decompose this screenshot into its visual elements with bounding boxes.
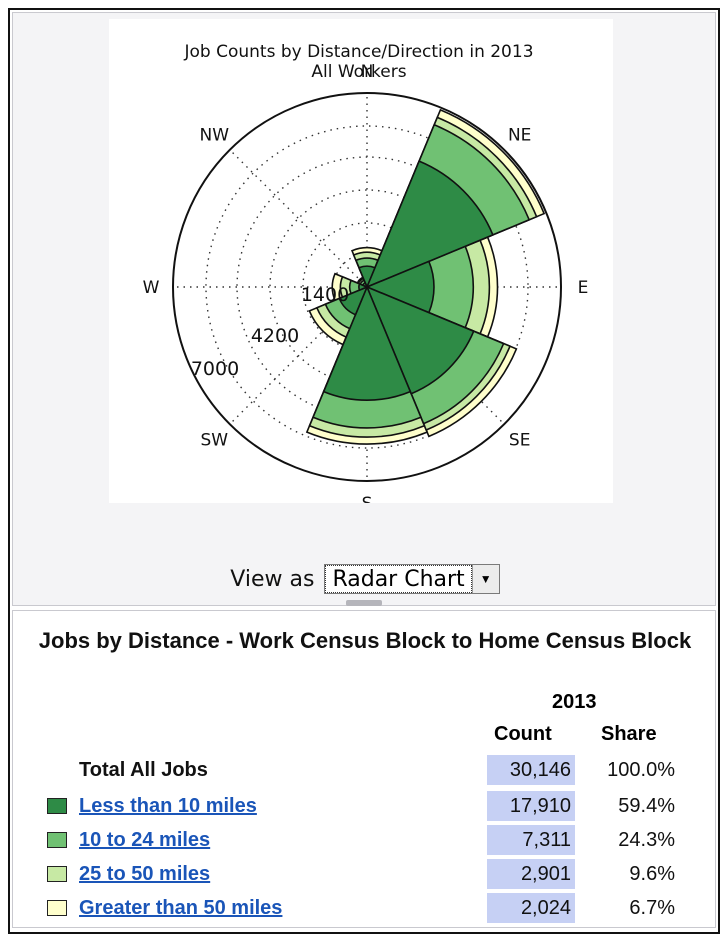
- report-frame: Job Counts by Distance/Direction in 2013…: [8, 8, 720, 934]
- radar-chart: Job Counts by Distance/Direction in 2013…: [143, 42, 589, 514]
- radial-tick-label: 4200: [251, 325, 299, 347]
- row-share: 9.6%: [629, 863, 675, 885]
- chart-type-select[interactable]: Radar Chart ▼: [324, 564, 500, 594]
- view-as-row: View as Radar Chart ▼: [13, 561, 717, 597]
- radial-tick-label: 7000: [191, 358, 239, 380]
- direction-label: S: [362, 494, 373, 503]
- chart-type-selected: Radar Chart: [325, 565, 472, 593]
- legend-swatch: [47, 866, 67, 882]
- row-share: 59.4%: [618, 795, 675, 817]
- legend-swatch: [47, 798, 67, 814]
- row-count: 2,901: [487, 859, 575, 889]
- direction-label: N: [361, 62, 374, 82]
- count-header: Count: [494, 723, 552, 745]
- row-count: 2,024: [487, 893, 575, 923]
- outer-ring: [172, 92, 562, 482]
- total-label: Total All Jobs: [79, 759, 208, 781]
- radial-tick-label: 1400: [301, 284, 349, 306]
- chart-panel: Job Counts by Distance/Direction in 2013…: [12, 12, 716, 606]
- year-header: 2013: [552, 691, 597, 713]
- distance-link-10-to-24[interactable]: 10 to 24 miles: [79, 829, 211, 851]
- chevron-down-icon[interactable]: ▼: [471, 565, 499, 593]
- panel-splitter-handle[interactable]: [346, 600, 382, 606]
- table-row-total: Total All Jobs 30,146 100.0%: [13, 755, 717, 785]
- radar-wedge: [338, 285, 369, 316]
- direction-label: NW: [200, 125, 230, 145]
- direction-label: SW: [200, 431, 228, 451]
- radar-wedge: [365, 285, 475, 395]
- jobs-by-distance-panel: Jobs by Distance - Work Census Block to …: [12, 610, 716, 928]
- share-header: Share: [601, 723, 657, 745]
- total-count: 30,146: [487, 755, 575, 785]
- radar-wedge: [322, 284, 412, 401]
- row-share: 6.7%: [629, 897, 675, 919]
- table-row: 10 to 24 miles 7,311 24.3%: [13, 825, 717, 855]
- plot-area: Job Counts by Distance/Direction in 2013…: [109, 19, 613, 514]
- direction-label: NE: [508, 125, 531, 145]
- legend-swatch: [47, 900, 67, 916]
- distance-link-less-than-10[interactable]: Less than 10 miles: [79, 795, 257, 817]
- distance-link-25-to-50[interactable]: 25 to 50 miles: [79, 863, 211, 885]
- direction-label: SE: [509, 431, 531, 451]
- grid-spoke: [229, 149, 368, 288]
- table-title: Jobs by Distance - Work Census Block to …: [38, 628, 692, 653]
- radar-wedge: [358, 282, 370, 292]
- legend-swatch: [47, 832, 67, 848]
- chart-subtitle: All Workers: [311, 62, 406, 82]
- total-share: 100.0%: [607, 759, 675, 781]
- grid-circle: [205, 125, 529, 449]
- distance-link-greater-than-50[interactable]: Greater than 50 miles: [79, 897, 283, 919]
- table-row: Less than 10 miles 17,910 59.4%: [13, 791, 717, 821]
- row-count: 17,910: [487, 791, 575, 821]
- direction-label: E: [578, 278, 589, 298]
- row-share: 24.3%: [618, 829, 675, 851]
- radar-wedge: [365, 160, 494, 289]
- table-row: 25 to 50 miles 2,901 9.6%: [13, 859, 717, 889]
- chart-title: Job Counts by Distance/Direction in 2013: [183, 42, 533, 62]
- table-row: Greater than 50 miles 2,024 6.7%: [13, 893, 717, 923]
- view-as-label: View as: [230, 566, 315, 592]
- row-count: 7,311: [487, 825, 575, 855]
- radar-wedge: [361, 281, 369, 289]
- direction-label: W: [143, 278, 160, 298]
